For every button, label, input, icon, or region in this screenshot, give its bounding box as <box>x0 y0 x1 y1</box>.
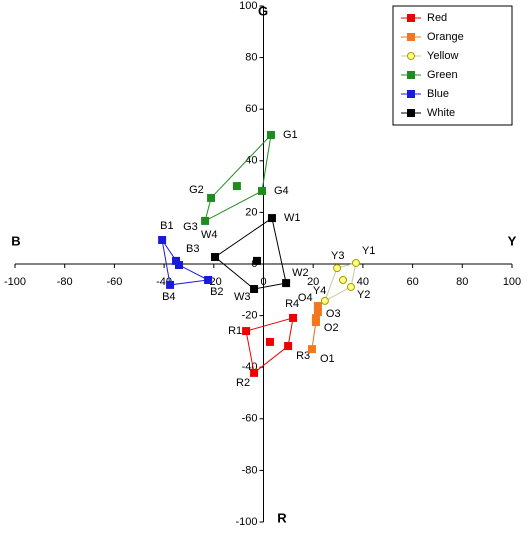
point-label: Y2 <box>357 289 370 301</box>
legend-label: Orange <box>427 31 464 43</box>
axis-label-bottom: R <box>277 510 287 525</box>
point <box>266 131 275 139</box>
point <box>201 216 210 225</box>
point-label: O3 <box>326 308 341 320</box>
point-label: B4 <box>162 291 175 303</box>
x-tick-label: 40 <box>357 276 369 288</box>
center-point <box>172 256 181 265</box>
x-tick-label: 0 <box>260 276 266 288</box>
point-label: W4 <box>201 229 218 241</box>
point-label: R4 <box>285 298 299 310</box>
point-label: O1 <box>320 353 335 365</box>
y-tick-label: 60 <box>245 103 257 115</box>
point <box>313 302 322 311</box>
y-tick-label: -80 <box>242 464 258 476</box>
legend-label: White <box>427 107 455 119</box>
point <box>211 253 220 262</box>
legend-label: Green <box>427 69 458 81</box>
x-tick-label: 20 <box>307 276 319 288</box>
series-outline <box>214 217 287 290</box>
point <box>289 313 298 322</box>
point <box>250 368 259 377</box>
legend-marker <box>407 109 415 117</box>
point-label: W1 <box>284 212 301 224</box>
point-label: B2 <box>210 286 223 298</box>
point <box>204 275 213 284</box>
series-outline <box>204 133 272 222</box>
legend-label: Yellow <box>427 50 458 62</box>
point <box>346 282 355 291</box>
legend-marker <box>407 33 415 41</box>
point <box>166 280 175 289</box>
point-label: R3 <box>296 350 310 362</box>
point-label: Y4 <box>313 285 326 297</box>
y-tick-label: 40 <box>245 155 257 167</box>
y-tick-label: -60 <box>242 413 258 425</box>
y-tick-label: -100 <box>235 516 257 528</box>
center-point <box>265 337 274 346</box>
point <box>351 258 360 267</box>
x-tick-label: 100 <box>503 276 521 288</box>
legend-marker <box>407 52 415 60</box>
center-point <box>253 256 262 265</box>
point <box>267 214 276 223</box>
point <box>320 296 329 305</box>
y-tick-label: 20 <box>245 206 257 218</box>
center-point <box>339 275 348 284</box>
axis-label-right: Y <box>508 233 517 248</box>
x-tick-label: -60 <box>106 276 122 288</box>
legend-marker <box>407 14 415 22</box>
legend-label: Blue <box>427 88 449 100</box>
y-tick-label: 100 <box>239 0 257 12</box>
point-label: G2 <box>189 184 204 196</box>
point <box>284 342 293 351</box>
point-label: W3 <box>234 291 251 303</box>
y-tick-label: 80 <box>245 52 257 64</box>
point <box>307 345 316 354</box>
point <box>282 279 291 288</box>
point-label: G4 <box>274 185 289 197</box>
point-label: B1 <box>160 220 173 232</box>
x-tick-label: 60 <box>406 276 418 288</box>
center-point <box>311 314 320 323</box>
x-tick-label: -80 <box>57 276 73 288</box>
center-point <box>232 182 241 191</box>
point-label: R1 <box>228 325 242 337</box>
point <box>258 186 267 195</box>
x-tick-label: -100 <box>4 276 26 288</box>
legend-box <box>392 5 513 126</box>
x-tick-label: 80 <box>456 276 468 288</box>
point-label: R2 <box>236 377 250 389</box>
point <box>242 327 251 336</box>
point <box>207 193 216 202</box>
legend-marker <box>407 71 415 79</box>
legend-marker <box>407 90 415 98</box>
point <box>158 236 167 245</box>
point-label: Y3 <box>331 250 344 262</box>
point-label: O4 <box>298 292 313 304</box>
point-label: B3 <box>186 243 199 255</box>
axis-label-left: B <box>11 233 20 248</box>
y-tick-label: -20 <box>242 310 258 322</box>
point-label: O2 <box>324 322 339 334</box>
point-label: G1 <box>283 129 298 141</box>
legend-label: Red <box>427 12 447 24</box>
point <box>333 264 342 273</box>
point-label: G3 <box>183 221 198 233</box>
point-label: Y1 <box>362 245 375 257</box>
point <box>250 285 259 294</box>
point-label: W2 <box>292 267 309 279</box>
